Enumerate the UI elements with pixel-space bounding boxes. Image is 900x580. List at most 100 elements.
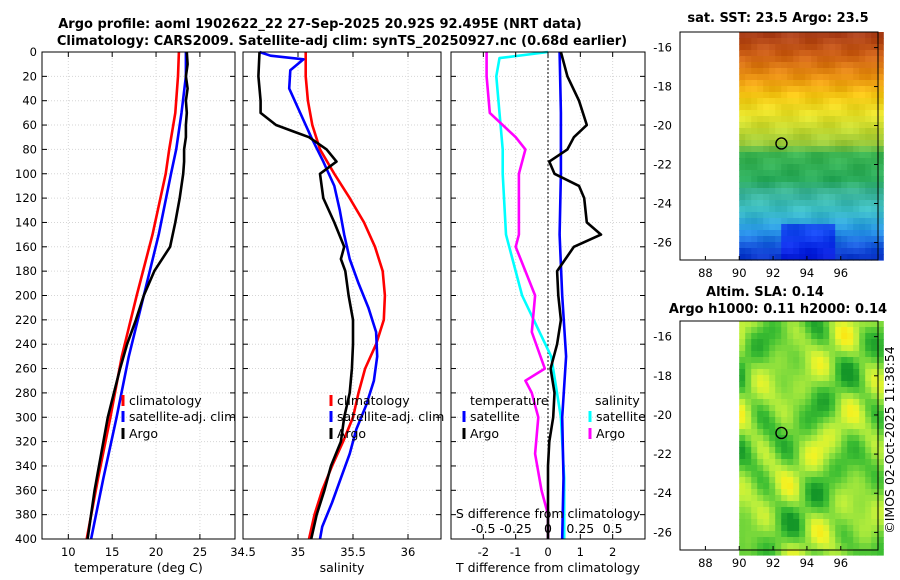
heatmap-cell [841, 104, 848, 111]
heatmap-cell [817, 152, 824, 159]
heatmap-cell [853, 32, 860, 39]
heatmap-cell [841, 417, 848, 424]
heatmap-cell [871, 212, 878, 219]
heatmap-cell [847, 98, 854, 105]
heatmap-cell [751, 423, 758, 430]
heatmap-cell [739, 507, 746, 514]
heatmap-cell [787, 351, 794, 358]
heatmap-cell [781, 483, 788, 490]
heatmap-cell [763, 140, 770, 147]
heatmap-cell [751, 50, 758, 57]
heatmap-cell [775, 549, 782, 556]
heatmap-cell [793, 483, 800, 490]
heatmap-cell [805, 477, 812, 484]
heatmap-cell [871, 543, 878, 550]
heatmap-cell [847, 393, 854, 400]
heatmap-cell [739, 531, 746, 538]
heatmap-cell [781, 212, 788, 219]
heatmap-cell [871, 339, 878, 346]
heatmap-cell [757, 381, 764, 388]
heatmap-cell [877, 405, 884, 412]
heatmap-cell [775, 477, 782, 484]
heatmap-cell [817, 393, 824, 400]
heatmap-cell [871, 441, 878, 448]
heatmap-cell [847, 507, 854, 514]
heatmap-cell [757, 200, 764, 207]
heatmap-cell [835, 501, 842, 508]
heatmap-cell [871, 92, 878, 99]
heatmap-cell [769, 393, 776, 400]
heatmap-cell [877, 80, 884, 87]
heatmap-cell [829, 32, 836, 39]
heatmap-cell [739, 176, 746, 183]
heatmap-cell [817, 80, 824, 87]
heatmap-cell [817, 200, 824, 207]
heatmap-cell [871, 465, 878, 472]
heatmap-cell [805, 513, 812, 520]
heatmap-cell [841, 495, 848, 502]
heatmap-cell [745, 248, 752, 255]
heatmap-cell [739, 50, 746, 57]
heatmap-cell [757, 32, 764, 39]
heatmap-cell [859, 110, 866, 117]
heatmap-cell [835, 525, 842, 532]
heatmap-cell [823, 363, 830, 370]
heatmap-cell [763, 381, 770, 388]
heatmap-cell [769, 399, 776, 406]
heatmap-cell [781, 453, 788, 460]
heatmap-cell [769, 519, 776, 526]
heatmap-cell [805, 212, 812, 219]
heatmap-cell [877, 375, 884, 382]
heatmap-cell [829, 74, 836, 81]
heatmap-cell [853, 134, 860, 141]
heatmap-cell [859, 537, 866, 544]
heatmap-cell [739, 122, 746, 129]
heatmap-cell [847, 519, 854, 526]
heatmap-cell [751, 375, 758, 382]
heatmap-cell [859, 405, 866, 412]
heatmap-cell [799, 104, 806, 111]
heatmap-cell [871, 248, 878, 255]
heatmap-cell [853, 429, 860, 436]
heatmap-cell [775, 501, 782, 508]
heatmap-cell [847, 236, 854, 243]
heatmap-cell [865, 393, 872, 400]
heatmap-cell [871, 254, 878, 261]
heatmap-cell [757, 164, 764, 171]
heatmap-cell [829, 477, 836, 484]
heatmap-cell [775, 62, 782, 69]
series-line-climatology [85, 51, 181, 540]
heatmap-cell [865, 447, 872, 454]
heatmap-cell [781, 200, 788, 207]
heatmap-cell [775, 459, 782, 466]
heatmap-cell [823, 254, 830, 261]
heatmap-cell [829, 375, 836, 382]
heatmap-cell [745, 98, 752, 105]
heatmap-cell [865, 411, 872, 418]
y-tick-label: 180 [15, 264, 37, 278]
heatmap-cell [799, 56, 806, 63]
heatmap-cell [763, 459, 770, 466]
heatmap-cell [817, 537, 824, 544]
heatmap-cell [877, 327, 884, 334]
heatmap-cell [757, 489, 764, 496]
heatmap-cell [847, 164, 854, 171]
heatmap-cell [811, 483, 818, 490]
heatmap-cell [745, 194, 752, 201]
heatmap-cell [877, 441, 884, 448]
heatmap-cell [865, 86, 872, 93]
heatmap-cell [829, 447, 836, 454]
heatmap-cell [817, 236, 824, 243]
heatmap-cell [853, 38, 860, 45]
heatmap-cell [775, 363, 782, 370]
heatmap-cell [817, 206, 824, 213]
heatmap-cell [757, 465, 764, 472]
heatmap-cell [853, 176, 860, 183]
heatmap-cell [847, 194, 854, 201]
heatmap-cell [745, 152, 752, 159]
heatmap-cell [805, 92, 812, 99]
heatmap-cell [763, 158, 770, 165]
heatmap-cell [781, 68, 788, 75]
heatmap-cell [769, 104, 776, 111]
heatmap-cell [739, 543, 746, 550]
